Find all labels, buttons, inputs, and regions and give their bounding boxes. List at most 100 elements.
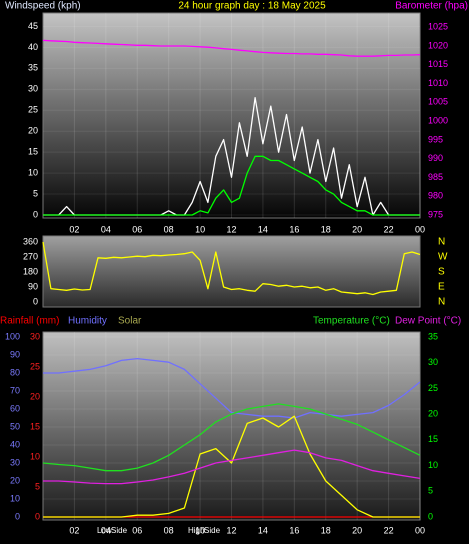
y2-tick-label: 980 <box>428 191 443 201</box>
y2-tick-label: 1020 <box>428 40 448 50</box>
series-line <box>43 449 421 485</box>
y2-tick-label: 25 <box>428 383 438 393</box>
y-tick-label: 35 <box>28 63 38 73</box>
y2-tick-label: 20 <box>428 409 438 419</box>
x-tick-label: 08 <box>164 224 174 234</box>
x-tick-label: 16 <box>289 525 299 535</box>
chart-title: 24 hour graph day : 18 May 2025 <box>178 1 326 12</box>
legend-label: Dew Point (°C) <box>395 316 461 327</box>
legend-label: Humidity <box>68 316 107 327</box>
x-tick-label: 12 <box>226 525 236 535</box>
x-tick-label: 22 <box>384 525 394 535</box>
y-tick-label: 30 <box>10 457 20 467</box>
x-tick-label: 20 <box>352 525 362 535</box>
series-line <box>43 357 421 419</box>
y2-tick-label: 15 <box>428 434 438 444</box>
y2-tick-label: 975 <box>428 209 443 219</box>
y-tick-label: 90 <box>10 349 20 359</box>
x-tick-label: 04 <box>101 525 111 535</box>
y2-tick-label: 10 <box>428 460 438 470</box>
x-tick-label: 02 <box>69 224 79 234</box>
x-tick-label: 00 <box>415 224 425 234</box>
annotation: Side <box>111 526 128 535</box>
y-tick-label: 45 <box>28 21 38 31</box>
y2-tick-label: 0 <box>428 511 433 521</box>
y2-tick-label: N <box>438 297 445 308</box>
y-tick-label: 50 <box>10 421 20 431</box>
series-line <box>43 155 420 216</box>
y2-tick-label: 5 <box>428 486 433 496</box>
x-tick-label: 04 <box>101 224 111 234</box>
y2-tick-label: 30 <box>428 357 438 367</box>
y-tick-label: 15 <box>28 147 38 157</box>
y2-tick-label: 985 <box>428 172 443 182</box>
y-tick-label: 360 <box>23 236 38 246</box>
y3-tick-label: 25 <box>30 361 40 371</box>
y3-tick-label: 30 <box>30 331 40 341</box>
legend-label: Solar <box>118 316 142 327</box>
x-tick-label: 16 <box>289 224 299 234</box>
series-line <box>42 241 421 296</box>
annotation: Low <box>97 526 112 535</box>
y-tick-label: 5 <box>33 188 38 198</box>
y-tick-label: 100 <box>5 331 20 341</box>
y-tick-label: 270 <box>23 251 38 261</box>
y-tick-label: 60 <box>10 403 20 413</box>
y2-tick-label: S <box>438 267 445 278</box>
series-line <box>43 415 420 518</box>
y3-tick-label: 0 <box>35 511 40 521</box>
x-tick-label: 06 <box>132 525 142 535</box>
y3-tick-label: 5 <box>35 481 40 491</box>
plot-area <box>42 12 421 219</box>
legend-label: Temperature (°C) <box>313 316 390 327</box>
plot-area <box>42 331 421 521</box>
y-tick-label: 20 <box>10 475 20 485</box>
y-tick-label: 80 <box>10 367 20 377</box>
x-tick-label: 02 <box>69 525 79 535</box>
y2-tick-label: 35 <box>428 331 438 341</box>
y-tick-label: 180 <box>23 266 38 276</box>
x-tick-label: 12 <box>226 224 236 234</box>
y3-tick-label: 10 <box>30 451 40 461</box>
series-line <box>42 403 421 472</box>
y-tick-label: 10 <box>28 167 38 177</box>
y-tick-label: 0 <box>33 296 38 306</box>
y2-tick-label: 1015 <box>428 59 448 69</box>
y-tick-label: 30 <box>28 84 38 94</box>
x-tick-label: 14 <box>258 525 268 535</box>
y-tick-label: 20 <box>28 126 38 136</box>
x-tick-label: 00 <box>415 525 425 535</box>
x-tick-label: 06 <box>132 224 142 234</box>
y-tick-label: 25 <box>28 105 38 115</box>
y2-tick-label: 1005 <box>428 97 448 107</box>
y2-tick-label: 1000 <box>428 116 448 126</box>
y-tick-label: 40 <box>10 439 20 449</box>
x-tick-label: 20 <box>352 224 362 234</box>
y-tick-label: 0 <box>15 511 20 521</box>
x-tick-label: 10 <box>195 525 205 535</box>
y2-tick-label: N <box>438 237 445 248</box>
y3-tick-label: 15 <box>30 421 40 431</box>
y2-tick-label: 990 <box>428 153 443 163</box>
x-tick-label: 18 <box>321 224 331 234</box>
y-tick-label: 90 <box>28 281 38 291</box>
annotation: High <box>188 526 204 535</box>
plot-area <box>42 235 421 308</box>
annotation: Side <box>204 526 221 535</box>
x-tick-label: 22 <box>384 224 394 234</box>
x-tick-label: 10 <box>195 224 205 234</box>
y-axis-label: Windspeed (kph) <box>5 1 81 12</box>
y-tick-label: 40 <box>28 42 38 52</box>
y-tick-label: 70 <box>10 385 20 395</box>
x-tick-label: 14 <box>258 224 268 234</box>
y2-axis-label: Barometer (hpa) <box>395 1 468 12</box>
x-tick-label: 18 <box>321 525 331 535</box>
y3-tick-label: 20 <box>30 391 40 401</box>
y2-tick-label: 1025 <box>428 22 448 32</box>
y2-tick-label: E <box>438 282 445 293</box>
y2-tick-label: W <box>438 252 448 263</box>
y2-tick-label: 995 <box>428 134 443 144</box>
legend-label: Rainfall (mm) <box>0 316 59 327</box>
